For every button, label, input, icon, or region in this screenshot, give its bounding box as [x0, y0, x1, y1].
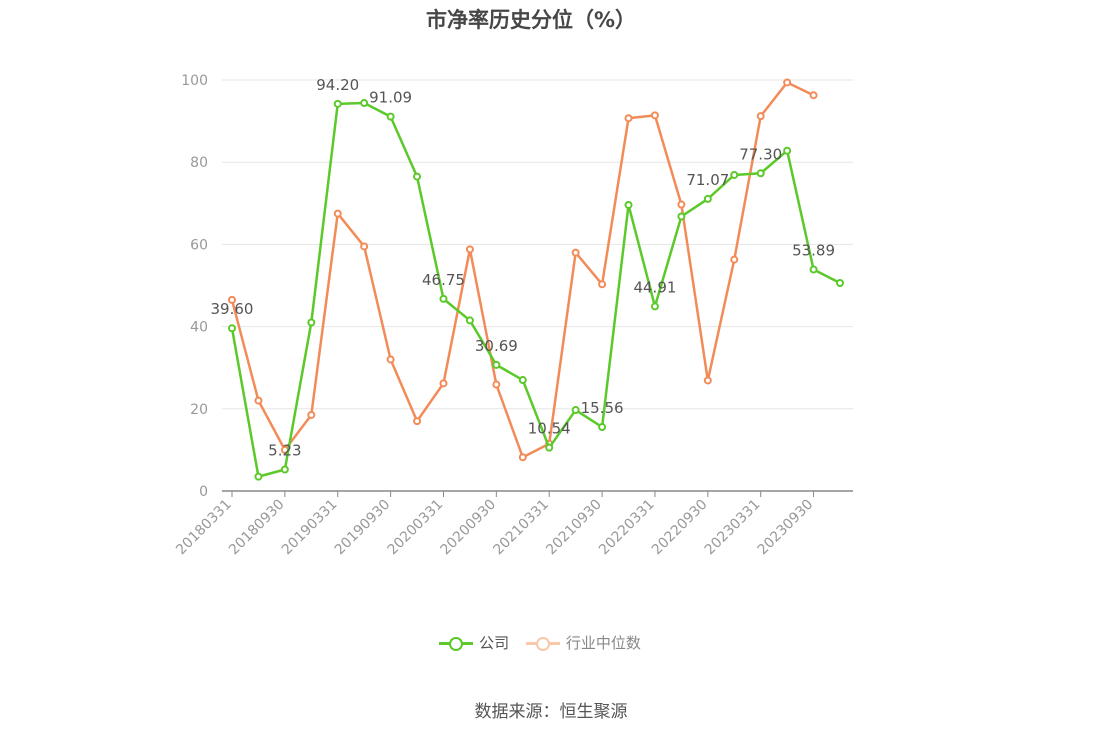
legend-label-company: 公司: [479, 634, 510, 652]
data-point-industry: [518, 453, 527, 462]
series: [228, 78, 844, 481]
data-point-company: [492, 360, 501, 369]
series-line-company: [230, 101, 841, 478]
data-point-company: [809, 265, 818, 274]
x-tick-label: 20220331: [596, 497, 658, 559]
data-point-company: [545, 443, 554, 452]
data-point-industry: [624, 114, 633, 123]
data-point-industry: [307, 410, 316, 419]
y-tick-label: 60: [190, 237, 208, 253]
data-point-industry: [492, 380, 501, 389]
y-tick-label: 0: [199, 484, 208, 500]
data-point-company: [413, 172, 422, 181]
data-point-company: [439, 294, 448, 303]
y-tick-label: 40: [190, 320, 208, 336]
data-point-company: [677, 212, 686, 221]
data-point-company: [333, 99, 342, 108]
data-point-industry: [333, 209, 342, 218]
data-point-industry: [360, 242, 369, 251]
legend-item-industry[interactable]: 行业中位数: [525, 632, 641, 653]
data-point-industry: [730, 255, 739, 264]
data-point-company: [756, 169, 765, 178]
data-label: 77.30: [739, 145, 782, 163]
x-tick-label: 20180331: [173, 497, 235, 559]
data-point-company: [280, 465, 289, 474]
legend: 公司 行业中位数: [0, 632, 1080, 653]
legend-item-company[interactable]: 公司: [439, 632, 509, 653]
x-tick-label: 20190331: [279, 497, 341, 559]
legend-marker-company: [439, 636, 474, 651]
data-label: 71.07: [686, 171, 729, 189]
data-label: 46.75: [422, 271, 465, 289]
data-point-company: [360, 99, 369, 108]
data-point-industry: [598, 280, 607, 289]
y-tick-label: 80: [190, 155, 208, 171]
data-point-company: [386, 112, 395, 121]
y-tick-label: 20: [190, 402, 208, 418]
x-tick-label: 20210930: [543, 497, 605, 559]
data-point-company: [571, 406, 580, 415]
data-point-industry: [386, 355, 395, 364]
data-label: 10.54: [528, 420, 571, 438]
data-point-industry: [439, 379, 448, 388]
data-label: 91.09: [369, 89, 412, 107]
data-point-industry: [254, 396, 263, 405]
x-tick-label: 20220930: [649, 497, 711, 559]
data-point-company: [836, 279, 844, 288]
series-line-industry: [230, 81, 815, 459]
data-point-company: [650, 302, 659, 311]
data-label: 44.91: [633, 278, 676, 296]
data-point-company: [307, 318, 316, 327]
data-point-company: [730, 170, 739, 179]
x-tick-label: 20200930: [437, 497, 499, 559]
x-tick-label: 20230930: [755, 497, 817, 559]
data-point-industry: [228, 295, 236, 304]
data-point-industry: [413, 417, 422, 426]
y-tick-label: 100: [181, 73, 208, 89]
legend-label-industry: 行业中位数: [565, 634, 641, 652]
x-tick-label: 20190930: [332, 497, 394, 559]
x-tick-label: 20230331: [702, 497, 764, 559]
data-point-industry: [809, 91, 818, 100]
data-labels: 39.60 5.23 94.20 91.09 46.75 30.69 10.54 15.56 4…: [211, 76, 836, 460]
data-label: 15.56: [581, 399, 624, 417]
data-point-industry: [650, 111, 659, 120]
grid-lines: [222, 79, 853, 410]
data-point-industry: [703, 376, 712, 385]
data-point-company: [783, 146, 792, 155]
data-point-industry: [756, 112, 765, 121]
data-point-company: [624, 200, 633, 209]
data-source: 数据来源：恒生聚源: [474, 702, 628, 722]
data-point-company: [228, 324, 236, 333]
legend-marker-industry: [525, 636, 560, 651]
data-label: 30.69: [475, 337, 518, 355]
data-label: 94.20: [316, 76, 359, 94]
data-point-company: [598, 423, 607, 432]
data-point-company: [703, 194, 712, 203]
chart-title: 市净率历史分位（%）: [425, 8, 637, 32]
data-label: 39.60: [211, 300, 254, 318]
data-point-industry: [465, 245, 474, 254]
x-tick-label: 20180930: [226, 497, 288, 559]
data-point-company: [254, 472, 263, 481]
data-label: 5.23: [268, 442, 301, 460]
data-point-industry: [677, 200, 686, 209]
x-tick-label: 20210331: [490, 497, 552, 559]
data-point-company: [465, 316, 474, 325]
data-point-company: [518, 376, 527, 385]
data-label: 53.89: [792, 242, 835, 260]
x-tick-label: 20200331: [385, 497, 447, 559]
data-point-industry: [783, 78, 792, 87]
data-point-industry: [571, 248, 580, 257]
